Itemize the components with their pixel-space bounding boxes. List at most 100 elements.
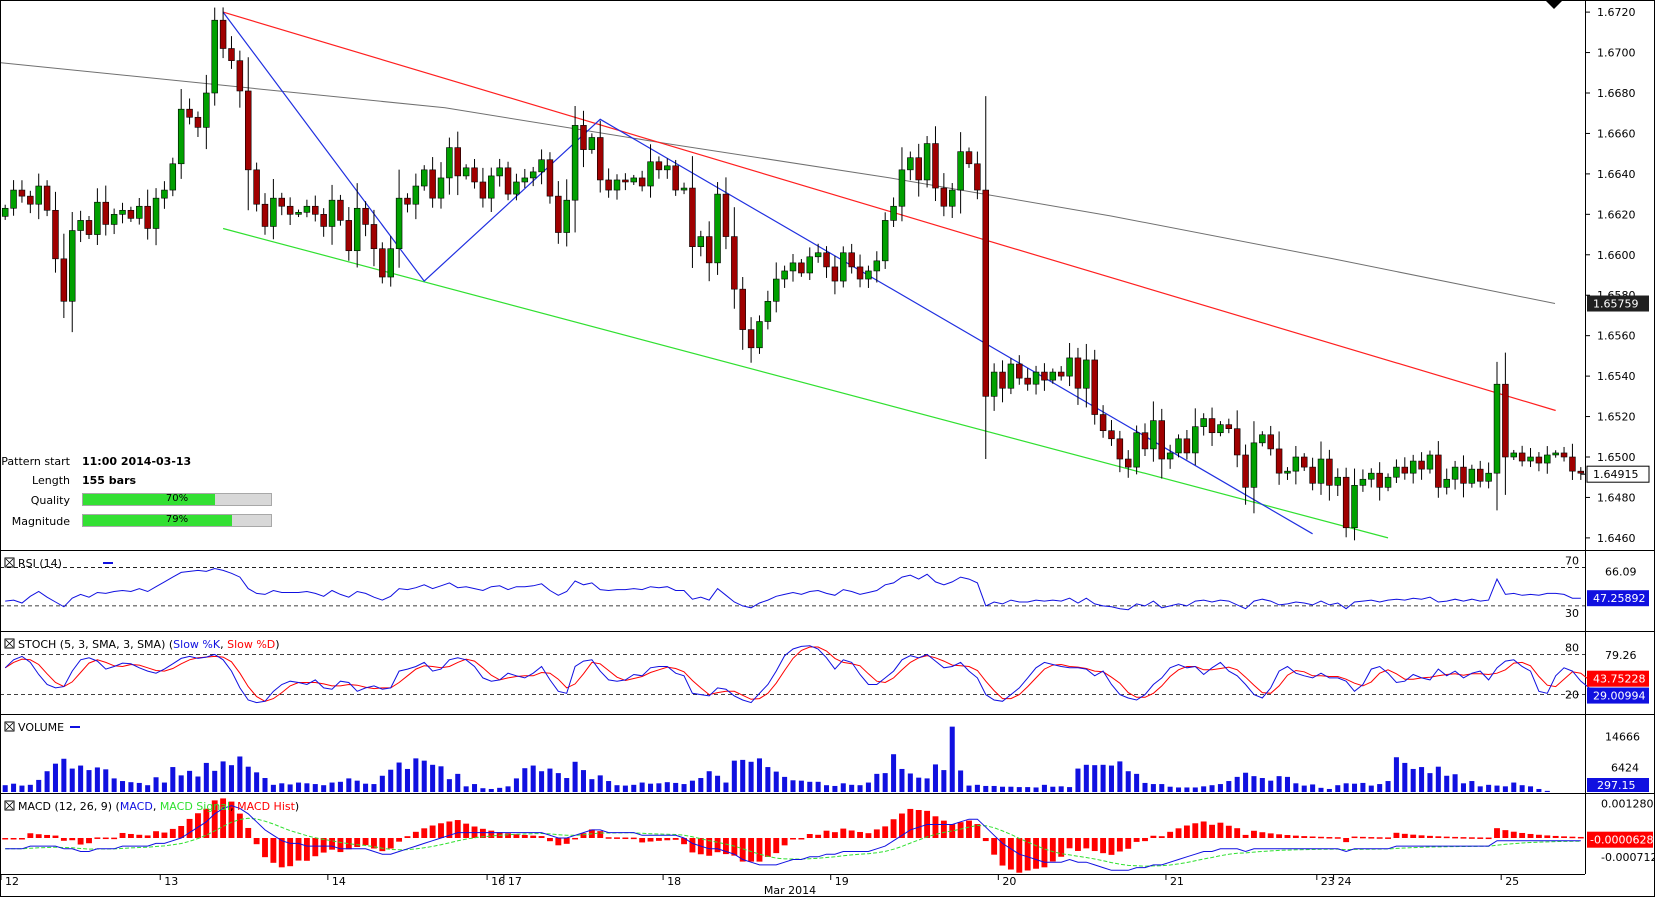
volume-bar xyxy=(379,775,385,792)
volume-bar xyxy=(1209,785,1215,792)
macd-hist-bar xyxy=(1343,838,1350,843)
volume-bar xyxy=(1402,762,1408,792)
volume-bar xyxy=(1008,786,1014,792)
candle xyxy=(52,191,59,273)
candle xyxy=(1552,450,1559,458)
candle xyxy=(781,265,788,288)
candle-body xyxy=(136,205,143,219)
candle xyxy=(1259,431,1266,447)
candle xyxy=(303,199,311,218)
macd-hist-bar xyxy=(287,838,294,867)
candle-body xyxy=(982,189,989,397)
volume-bar xyxy=(916,777,922,792)
candle-body xyxy=(1468,468,1476,484)
candle xyxy=(1468,464,1476,488)
stoch-d-box xyxy=(1587,670,1649,687)
volume-bar xyxy=(388,769,394,792)
macd-hist-bar xyxy=(1091,838,1098,852)
candle-body xyxy=(1485,472,1492,482)
resistance-trendline xyxy=(222,11,1556,412)
candle xyxy=(328,184,336,245)
macd-hist-bar xyxy=(806,833,813,838)
macd-hist-bar xyxy=(1175,828,1182,838)
candle xyxy=(1527,448,1534,468)
macd-hist-bar xyxy=(773,838,780,854)
candle-body xyxy=(479,181,487,199)
macd-hist-bar xyxy=(940,820,947,838)
candle xyxy=(814,243,822,263)
candle-body xyxy=(580,125,587,150)
candle xyxy=(840,246,847,288)
volume-bar xyxy=(1502,786,1508,792)
candle-body xyxy=(454,147,461,177)
candle xyxy=(177,89,185,179)
macd-hist-bar xyxy=(505,833,511,838)
candle-body xyxy=(714,193,721,264)
candle-body xyxy=(94,201,101,235)
macd-current-box xyxy=(1587,831,1653,848)
macd-hist-bar xyxy=(236,813,243,838)
volume-bar xyxy=(924,778,930,792)
macd-hist-bar xyxy=(614,837,620,839)
price-tick-label: 1.6620 xyxy=(1597,208,1636,221)
volume-bar xyxy=(622,785,628,792)
macd-hist-bar xyxy=(1535,834,1542,838)
candle xyxy=(136,197,143,225)
macd-hist-bar xyxy=(421,828,428,838)
macd-hist-bar xyxy=(1150,835,1157,838)
candle-body xyxy=(245,90,252,171)
volume-bar xyxy=(1536,788,1542,792)
volume-bar xyxy=(136,782,142,792)
candle xyxy=(94,188,101,245)
macd-hist-bar xyxy=(915,810,922,838)
macd-hist-bar xyxy=(966,820,972,838)
stoch-k-label: 29.00994 xyxy=(1593,690,1646,703)
volume-bar xyxy=(891,754,897,792)
macd-hist-bar xyxy=(211,800,218,838)
candle-body xyxy=(1041,371,1048,381)
volume-bar xyxy=(1284,776,1290,792)
candle-body xyxy=(1527,456,1534,462)
candle xyxy=(387,235,394,287)
rsi-level-70: 70 xyxy=(1565,555,1579,568)
candle-body xyxy=(1250,442,1258,488)
volume-bar xyxy=(11,783,17,792)
candle-body xyxy=(1183,438,1191,454)
candle xyxy=(1,204,9,220)
candle xyxy=(605,168,612,198)
candle xyxy=(102,185,109,236)
volume-bar xyxy=(153,777,159,792)
candle xyxy=(1485,462,1492,489)
candle-body xyxy=(890,205,897,221)
macd-hist-bar xyxy=(1183,825,1190,838)
macd-hist-bar xyxy=(949,824,956,838)
candle-body xyxy=(169,163,177,191)
volume-bar xyxy=(631,784,637,792)
volume-bar xyxy=(1117,761,1123,792)
candle-body xyxy=(571,125,579,201)
candle xyxy=(60,233,68,319)
candle xyxy=(43,180,51,217)
volume-current-label: 297.15 xyxy=(1597,779,1636,792)
candle-body xyxy=(303,205,311,213)
volume-bar xyxy=(480,788,486,792)
macd-hist-bar xyxy=(1058,838,1065,857)
candle-body xyxy=(395,197,403,250)
macd-hist-bar xyxy=(1217,822,1224,838)
macd-hist-bar xyxy=(1108,838,1115,855)
volume-bar xyxy=(1519,785,1525,792)
volume-bar xyxy=(497,787,503,792)
candle-body xyxy=(1108,430,1115,440)
candle xyxy=(1166,444,1174,469)
stoch-d-label: 43.75228 xyxy=(1593,673,1646,686)
candle-body xyxy=(446,147,453,179)
macd-hist-legend: MACD Hist xyxy=(237,800,296,813)
volume-bar xyxy=(1393,757,1399,792)
volume-bar xyxy=(245,766,251,792)
macd-hist-bar xyxy=(572,837,579,840)
volume-bar xyxy=(698,778,704,792)
volume-bar xyxy=(1150,784,1156,792)
candle-body xyxy=(1401,466,1409,474)
candle xyxy=(1141,423,1149,456)
macd-hist-bar xyxy=(35,834,42,838)
